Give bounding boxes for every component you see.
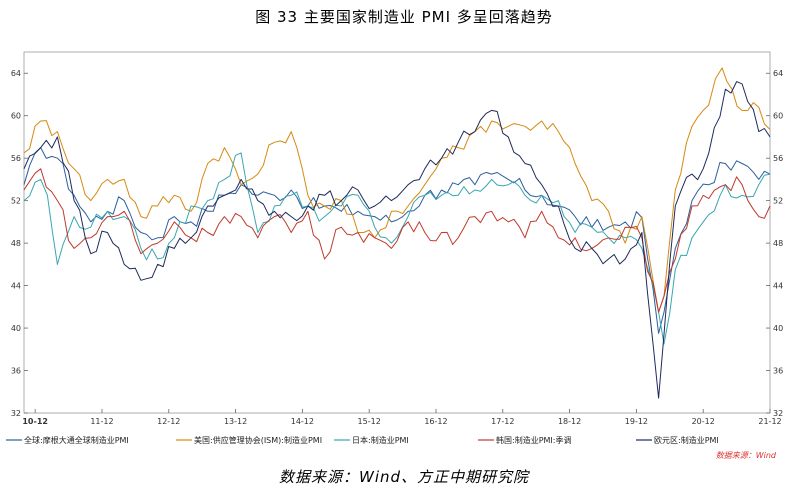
y-tick-label-left: 56	[11, 154, 21, 163]
x-tick-label: 17-12	[491, 417, 514, 426]
chart-title: 图 33 主要国家制造业 PMI 多呈回落趋势	[255, 8, 553, 26]
x-tick-label: 13-12	[224, 417, 247, 426]
y-tick-label-left: 52	[11, 197, 21, 206]
y-tick-label-left: 44	[11, 282, 21, 291]
y-tick-label-left: 32	[11, 409, 21, 418]
series-line-2	[23, 67, 771, 313]
legend-label: 日本:制造业PMI	[352, 435, 409, 445]
data-source-footer: 数据来源：Wind、方正中期研究院	[278, 468, 530, 486]
y-tick-label-right: 40	[773, 324, 783, 333]
x-tick-label: 14-12	[291, 417, 314, 426]
series-line-1	[23, 147, 771, 334]
y-tick-label-right: 48	[773, 239, 783, 248]
legend-label: 韩国:制造业PMI:季调	[496, 435, 571, 445]
y-tick-label-right: 60	[773, 112, 783, 121]
chart-legend: 全球:摩根大通全球制造业PMI 美国:供应管理协会(ISM):制造业PMI 日本:制…	[6, 435, 719, 445]
chart-axes: 32 32 36 36 40 40 44 44 48 48 52 52 56 56 60 60 64 64 10-1…	[11, 51, 783, 426]
x-tick-label: 11-12	[90, 417, 113, 426]
y-tick-label-left: 48	[11, 239, 21, 248]
x-tick-label: 16-12	[424, 417, 447, 426]
series-line-3	[23, 152, 771, 345]
legend-label: 全球:摩根大通全球制造业PMI	[24, 435, 129, 445]
x-tick-label: 21-12	[758, 417, 781, 426]
y-tick-label-right: 64	[773, 69, 783, 78]
y-tick-label-left: 60	[11, 112, 21, 121]
series-line-5	[23, 81, 771, 399]
y-tick-label-right: 52	[773, 197, 783, 206]
x-tick-label: 12-12	[157, 417, 180, 426]
x-tick-label: 18-12	[558, 417, 581, 426]
x-tick-label: 15-12	[358, 417, 381, 426]
y-tick-label-left: 40	[11, 324, 21, 333]
y-tick-label-right: 32	[773, 409, 783, 418]
x-tick-label: 20-12	[692, 417, 715, 426]
y-tick-label-right: 44	[773, 282, 783, 291]
y-tick-label-left: 64	[11, 69, 21, 78]
series-line-4	[23, 168, 771, 313]
y-tick-label-right: 36	[773, 367, 783, 376]
legend-label: 欧元区:制造业PMI	[654, 435, 719, 445]
x-tick-label: 10-12	[22, 417, 48, 426]
source-note: 数据来源：Wind	[716, 451, 777, 460]
legend-label: 美国:供应管理协会(ISM):制造业PMI	[194, 435, 322, 445]
series-layer	[23, 67, 771, 399]
y-tick-label-left: 36	[11, 367, 21, 376]
x-tick-label: 19-12	[625, 417, 648, 426]
plot-frame	[23, 51, 771, 414]
y-tick-label-right: 56	[773, 154, 783, 163]
